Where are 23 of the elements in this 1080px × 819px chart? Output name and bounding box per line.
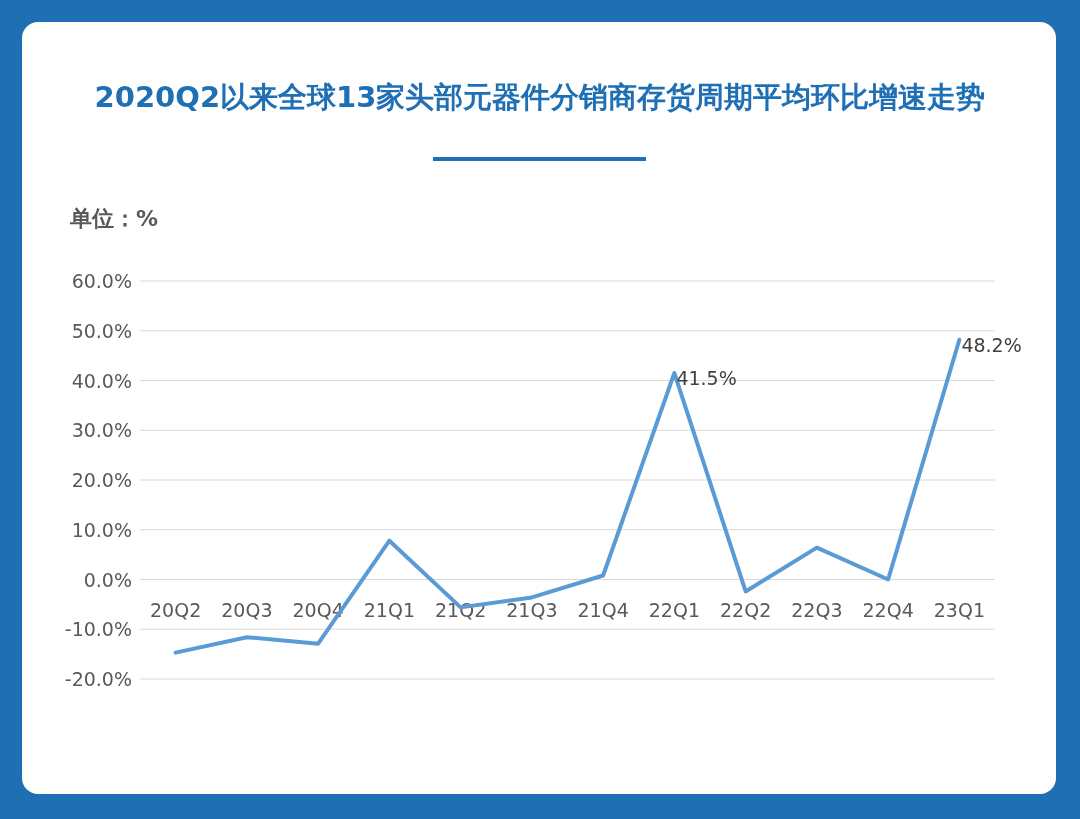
chart-title: 2020Q2以来全球13家头部元器件分销商存货周期平均环比增速走势 — [94, 80, 986, 114]
y-tick-label: -10.0% — [64, 618, 132, 641]
y-tick-label: 20.0% — [71, 469, 132, 491]
y-tick-label: 50.0% — [71, 319, 132, 342]
x-tick-label: 21Q3 — [506, 598, 558, 621]
x-tick-label: 21Q1 — [363, 598, 415, 621]
y-axis-title: 单位：% — [69, 206, 159, 231]
x-tick-label: 22Q4 — [862, 598, 914, 621]
x-tick-label: 22Q3 — [791, 598, 843, 621]
data-label: 41.5% — [676, 367, 737, 390]
x-tick-label: 20Q3 — [221, 598, 273, 621]
x-tick-label: 20Q2 — [150, 598, 202, 621]
x-tick-label: 22Q1 — [648, 598, 700, 621]
y-tick-label: 10.0% — [71, 518, 132, 541]
data-label: 48.2% — [961, 333, 1022, 356]
y-tick-label: 30.0% — [71, 419, 132, 442]
x-tick-label: 23Q1 — [933, 598, 985, 621]
x-tick-label: 21Q4 — [577, 598, 629, 621]
x-tick-label: 22Q2 — [720, 598, 772, 621]
y-tick-label: 40.0% — [71, 369, 132, 392]
y-tick-label: 60.0% — [71, 270, 132, 292]
y-tick-label: 0.0% — [83, 568, 132, 591]
y-tick-label: -20.0% — [64, 668, 132, 690]
